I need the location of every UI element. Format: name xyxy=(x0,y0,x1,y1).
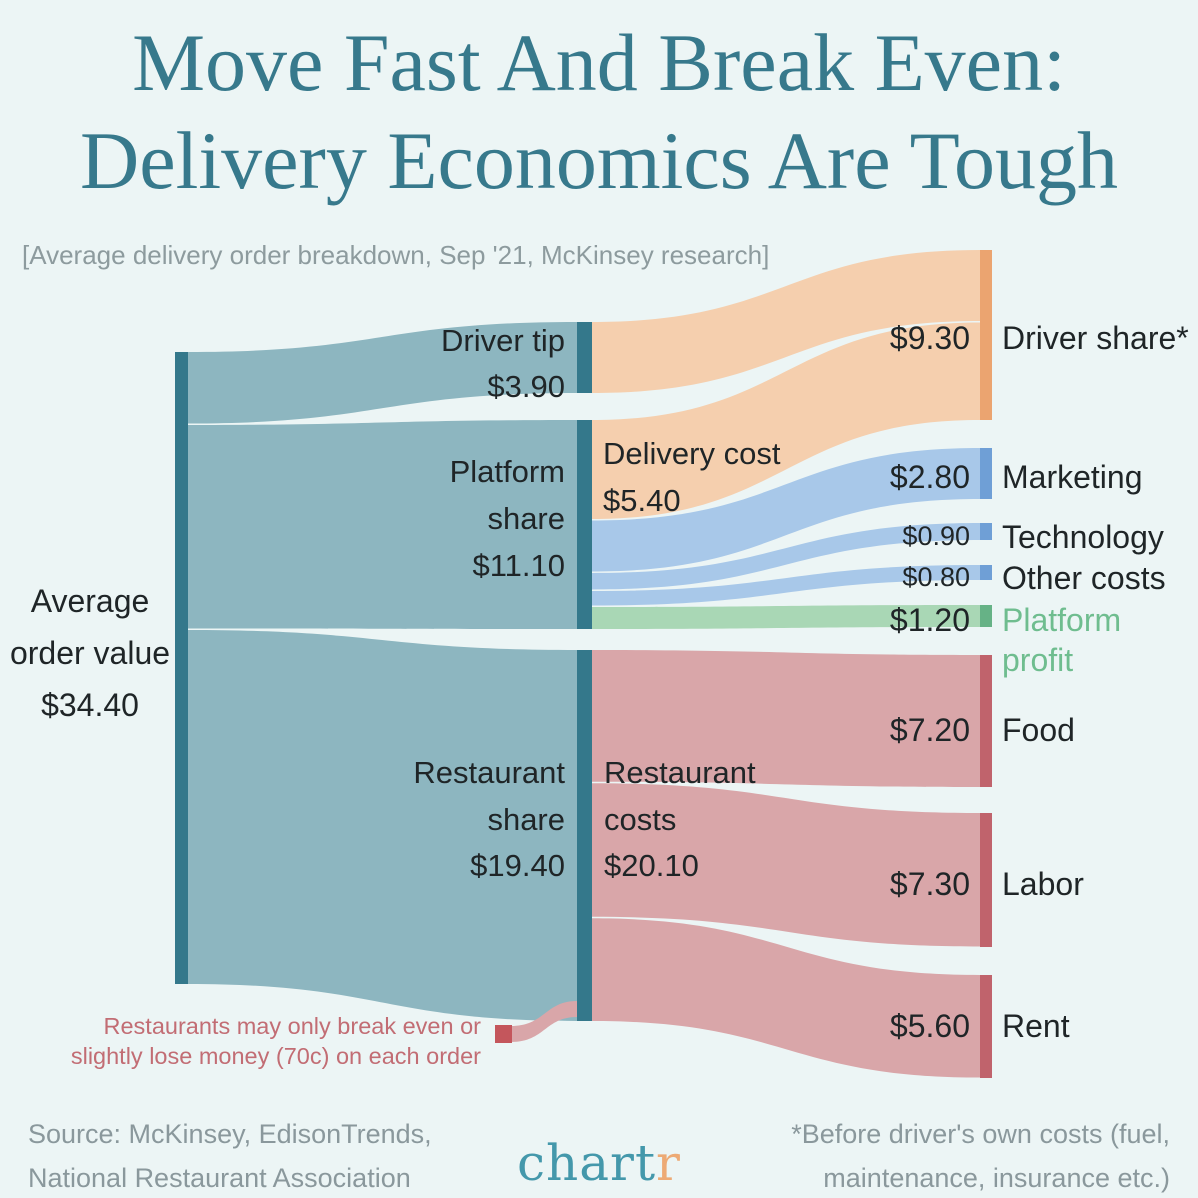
label-aov-line2: order value xyxy=(9,634,171,671)
source-line2: National Restaurant Association xyxy=(28,1163,411,1193)
flow-platform-to-profit xyxy=(592,605,980,629)
node-labor xyxy=(980,813,992,947)
value-rent: $5.60 xyxy=(889,1008,970,1044)
value-driver-tip: $3.90 xyxy=(487,368,565,404)
node-rent xyxy=(980,975,992,1078)
chartr-logo: chartr xyxy=(517,1134,681,1192)
loss-annotation-line2: slightly lose money (70c) on each order xyxy=(70,1042,481,1069)
node-technology xyxy=(980,523,992,540)
flow-driver-tip-to-driver-share xyxy=(592,250,980,393)
label-driver-share: Driver share* xyxy=(1002,320,1189,356)
node-other-costs xyxy=(980,565,992,580)
node-platform-share xyxy=(577,420,592,629)
footnote-line2: maintenance, insurance etc.) xyxy=(823,1163,1170,1193)
label-delivery-cost: Delivery cost $5.40 xyxy=(603,430,780,524)
label-driver-tip-text: Driver tip xyxy=(440,323,565,358)
flow-aov-to-platform-share xyxy=(188,420,577,629)
label-driver-tip: Driver tip $3.90 xyxy=(441,318,565,410)
node-food xyxy=(980,655,992,787)
label-technology: Technology xyxy=(1002,519,1164,555)
value-marketing: $2.80 xyxy=(889,459,970,495)
label-delivery-cost-text: Delivery cost xyxy=(603,436,781,471)
footnote-line1: *Before driver's own costs (fuel, xyxy=(791,1119,1170,1149)
chartr-logo-r: r xyxy=(656,1134,681,1192)
label-restaurant-costs-line2: costs xyxy=(604,801,677,837)
value-technology: $0.90 xyxy=(902,521,970,551)
label-restaurant-costs: Restaurant costs $20.10 xyxy=(604,750,756,890)
label-aov-line1: Average xyxy=(30,583,150,619)
flow-loss-to-restaurant-share xyxy=(511,1001,577,1042)
flow-restaurant-to-food xyxy=(592,650,980,787)
chartr-logo-main: chart xyxy=(517,1134,657,1192)
loss-annotation: Restaurants may only break even or sligh… xyxy=(71,1012,481,1071)
value-restaurant-costs: $20.10 xyxy=(604,848,699,883)
node-driver-share xyxy=(980,250,992,420)
label-restaurant-share: Restaurant share $19.40 xyxy=(413,750,565,890)
page-title-line1: Move Fast And Break Even: xyxy=(132,17,1066,108)
page-title-line2: Delivery Economics Are Tough xyxy=(79,115,1118,207)
footnote: *Before driver's own costs (fuel, mainte… xyxy=(791,1112,1170,1198)
node-restaurant-share xyxy=(577,650,592,1021)
label-platform-line2: share xyxy=(487,501,565,537)
flow-restaurant-to-rent xyxy=(592,918,980,1078)
loss-annotation-line1: Restaurants may only break even or xyxy=(103,1013,482,1039)
value-other-costs: $0.80 xyxy=(902,562,970,592)
source-line1: Source: McKinsey, EdisonTrends, xyxy=(28,1119,432,1149)
label-platform-profit: Platform profit xyxy=(1002,602,1122,678)
source-credit: Source: McKinsey, EdisonTrends, National… xyxy=(28,1112,432,1198)
flow-delivery-cost-to-driver-share xyxy=(592,322,980,519)
node-restaurant-loss xyxy=(495,1025,512,1043)
node-driver-tip xyxy=(577,322,592,393)
value-platform-share: $11.10 xyxy=(472,548,565,584)
chart-subtitle: [Average delivery order breakdown, Sep '… xyxy=(22,240,770,270)
label-restaurant-costs-line1: Restaurant xyxy=(604,755,756,790)
value-labor: $7.30 xyxy=(889,866,970,902)
flow-platform-to-technology xyxy=(592,523,980,590)
value-driver-share: $9.30 xyxy=(889,320,970,356)
value-food: $7.20 xyxy=(889,712,970,748)
node-platform-profit xyxy=(980,605,992,627)
flow-aov-to-restaurant-share xyxy=(188,630,577,1021)
label-labor: Labor xyxy=(1002,866,1084,902)
value-platform-profit: $1.20 xyxy=(889,602,970,638)
value-delivery-cost: $5.40 xyxy=(603,483,681,519)
flow-aov-to-driver-tip xyxy=(188,322,577,424)
page-title: Move Fast And Break Even: Delivery Econo… xyxy=(0,14,1198,211)
node-marketing xyxy=(980,448,992,499)
label-marketing: Marketing xyxy=(1002,459,1143,495)
node-average-order-value xyxy=(175,352,188,984)
flow-restaurant-to-labor xyxy=(592,783,980,947)
value-restaurant-share: $19.40 xyxy=(470,848,565,883)
label-platform-share: Platform share $11.10 xyxy=(450,448,565,589)
label-restaurant-share-line1: Restaurant xyxy=(413,755,565,790)
label-rent: Rent xyxy=(1002,1008,1070,1044)
flow-platform-to-other-costs xyxy=(592,565,980,606)
label-food: Food xyxy=(1002,712,1075,748)
label-restaurant-share-line2: share xyxy=(487,801,565,837)
flow-platform-to-marketing xyxy=(592,448,980,572)
label-other-costs: Other costs xyxy=(1002,560,1166,596)
label-average-order-value: Average order value $34.40 xyxy=(0,576,180,731)
value-aov: $34.40 xyxy=(41,686,139,723)
label-platform-line1: Platform xyxy=(449,454,565,489)
